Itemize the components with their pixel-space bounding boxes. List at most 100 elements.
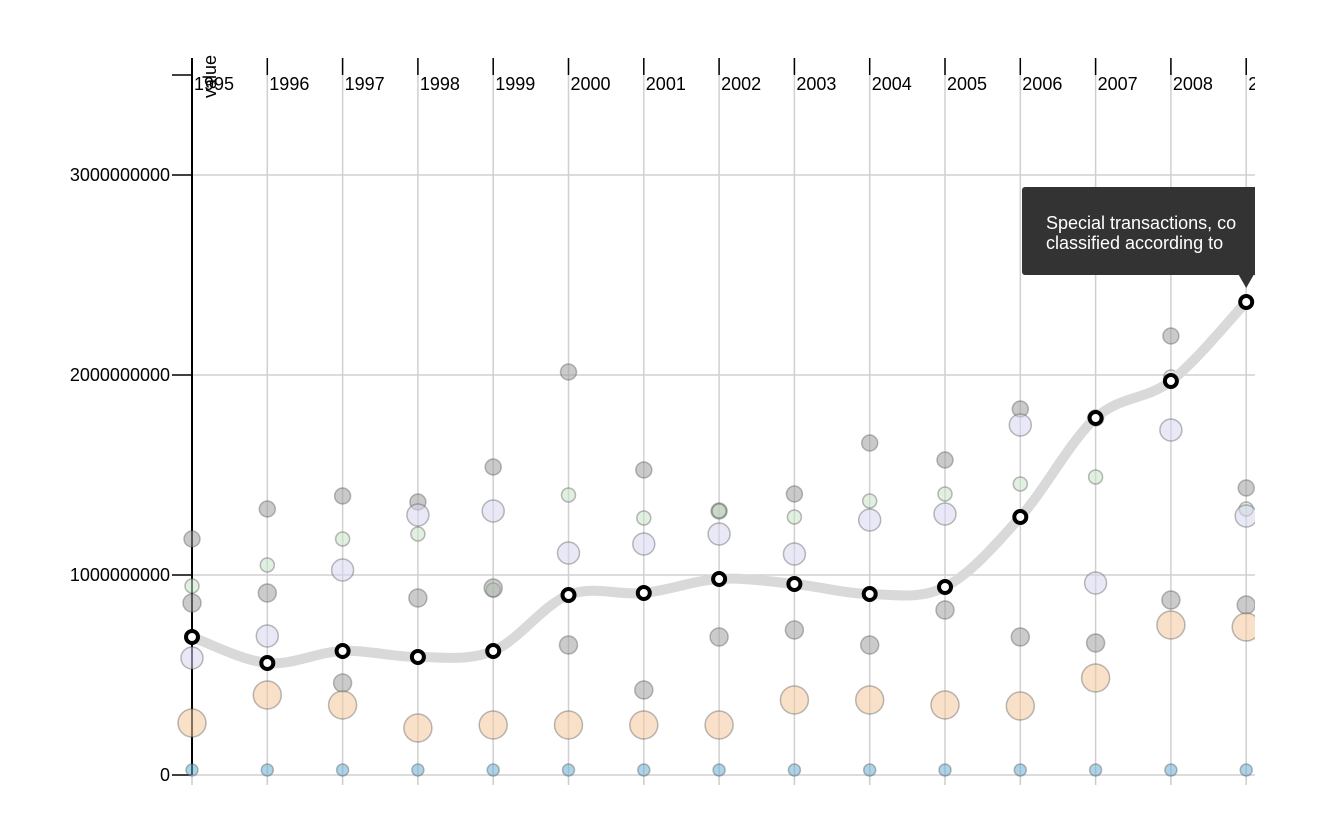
bubble [406,503,430,527]
bubble [185,763,199,777]
bubble [559,363,578,381]
bubble [403,713,433,743]
plot: 0 1000000000 2000000000 3000000000 1995 1996 1… [70,55,1255,785]
bubble [784,620,805,640]
bubble [629,710,659,740]
highlight-point [1012,509,1029,525]
highlight-point [409,649,426,665]
bubble [335,763,350,777]
x-tick-label: 2007 [1098,74,1138,94]
highlight-point [1087,410,1104,426]
bubble [1005,691,1036,721]
bubble [1156,610,1186,640]
highlight-point [711,571,728,587]
bubble [937,486,953,502]
bubble [935,600,955,620]
bubble [859,635,880,655]
bubble [712,763,726,777]
bubble [258,500,277,518]
highlight-point [560,587,577,603]
bubble [1083,571,1108,595]
bubble [332,673,353,693]
bubble [709,627,729,647]
bubble [637,763,651,777]
tooltip-text: Special transactions, co [1046,213,1236,233]
bubble [857,508,882,532]
y-axis-label: value [200,55,220,98]
x-tick-label: 2003 [796,74,836,94]
bubble [177,708,207,738]
bubble [779,685,810,715]
highlight-point [937,579,953,595]
trend-line [187,297,1252,669]
bubble [704,710,734,740]
bubble [257,583,278,603]
bubble [1080,663,1111,693]
bubble [938,763,952,777]
bubble [1239,763,1253,777]
bubble [180,646,204,670]
highlight-point [259,655,276,671]
bubble [786,509,803,525]
bubble [787,763,802,777]
highlight-point [1162,373,1179,389]
bubble [860,434,879,452]
tooltip-text: classified according to [1046,233,1223,253]
bubble [558,635,579,655]
y-tick-label: 1000000000 [70,565,170,585]
bubble [785,485,804,503]
bubble [936,451,954,469]
bubble [1237,479,1255,497]
x-tick-label: 1995 [194,74,234,94]
bubble [711,503,727,519]
bubble [862,763,877,777]
x-tick-label: 2000 [571,74,611,94]
highlight-point [861,586,878,602]
x-tick-label: 2002 [721,74,761,94]
bubble [1164,763,1178,777]
x-tick-label: 2008 [1173,74,1213,94]
bubble [634,680,654,700]
bubble [182,593,202,613]
bubble [478,710,508,740]
x-tick-label: 1998 [420,74,460,94]
bubble [556,541,581,565]
highlight-point [1238,294,1255,310]
bubble [861,493,878,509]
bubble [481,499,505,523]
bubble [252,680,283,710]
y-tick-label: 0 [160,765,170,785]
highlight-point [184,629,200,645]
bubble [930,690,960,720]
tooltip-box [1022,187,1255,275]
bubble [408,588,428,608]
y-tick-label: 2000000000 [70,365,170,385]
bubble [636,510,652,526]
bubble [553,710,584,740]
bubble [334,531,351,547]
bubble [1088,763,1103,777]
bubble [707,522,731,546]
bubble [1010,627,1031,647]
highlight-point [635,585,652,601]
bubble [632,532,656,556]
bubble [1085,633,1106,653]
bubble [486,763,500,777]
tooltip-arrow [1238,274,1255,288]
bubble [411,763,425,777]
bubble [1159,418,1183,442]
x-tick-label: 1996 [269,74,309,94]
bubble [1161,590,1181,610]
x-tick-label: 2004 [872,74,912,94]
highlight-point [334,643,351,659]
x-tick-label: 1999 [495,74,535,94]
x-tick-label: 2005 [947,74,987,94]
bubble [330,558,355,582]
bubble [1236,595,1255,615]
bubble [327,690,358,720]
bubble [483,578,503,598]
bubble [484,458,502,476]
bubble [255,624,280,648]
